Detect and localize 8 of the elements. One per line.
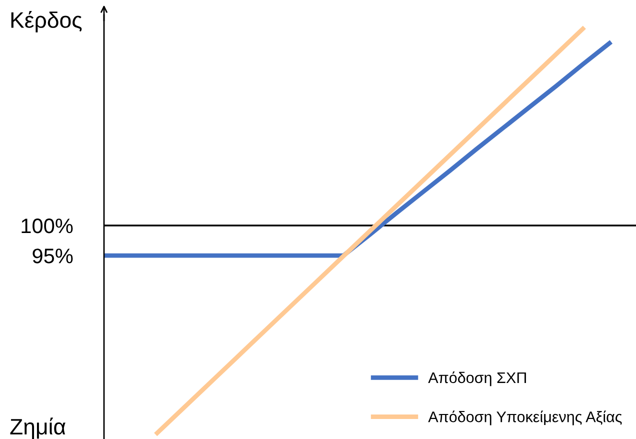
- text: Ζημία: [10, 418, 66, 439]
- legend-label: Απόδοση Υποκείμενης Αξίας: [428, 410, 622, 426]
- y-tick-label: 95%: [32, 248, 73, 264]
- y-tick-label: 100%: [22, 218, 73, 234]
- legend-label: Απόδοση ΣΧΠ: [428, 371, 526, 386]
- line-series: [154, 26, 586, 436]
- text: Κέρδος: [11, 10, 82, 32]
- line-series: [104, 41, 612, 258]
